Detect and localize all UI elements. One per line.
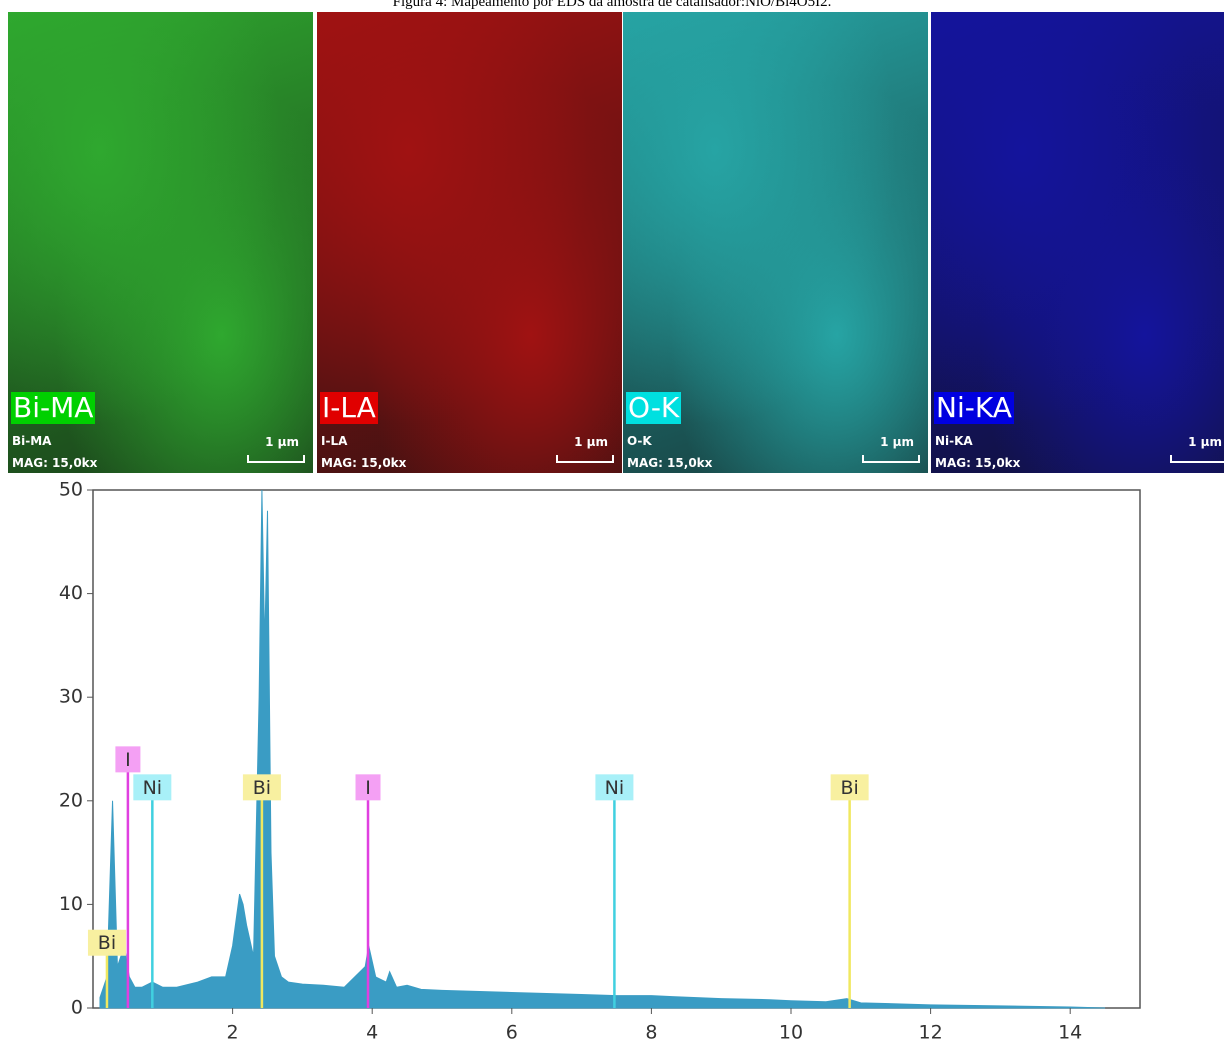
scale-bar: [1170, 455, 1224, 463]
peak-label-box: [595, 774, 634, 801]
peak-label-box: [115, 746, 141, 773]
y-tick-label: 50: [59, 479, 83, 501]
plot-frame: [92, 489, 1141, 1009]
x-tick-label: 4: [366, 1022, 378, 1043]
peak-label-box: [133, 774, 172, 801]
map-mag: MAG: 15,0kx: [627, 456, 713, 470]
peak-label: I: [365, 777, 371, 799]
peak-label: Bi: [253, 777, 271, 799]
eds-map: O-K O-K MAG: 15,0kx 1 µm: [623, 12, 928, 473]
peak-label: Ni: [143, 777, 163, 799]
peak-label: Bi: [98, 932, 116, 954]
y-tick-label: 40: [59, 582, 83, 604]
map-sublabel: Bi-MA: [12, 434, 52, 448]
eds-map: I-LA I-LA MAG: 15,0kx 1 µm: [317, 12, 622, 473]
caption: Figura 4: Mapeamento por EDS da amostra …: [392, 0, 832, 10]
x-tick-label: 2: [227, 1022, 239, 1043]
y-tick-label: 20: [59, 789, 83, 811]
map-scale: 1 µm: [265, 435, 299, 449]
peak-label: I: [125, 749, 131, 771]
map-sublabel: I-LA: [321, 434, 348, 448]
y-tick-label: 30: [59, 686, 83, 708]
peak-label-box: [355, 774, 381, 801]
peak-label: Bi: [840, 777, 858, 799]
scale-bar: [862, 455, 920, 463]
x-tick-label: 14: [1058, 1022, 1082, 1043]
peak-label: Ni: [605, 777, 625, 799]
y-tick-label: 10: [59, 893, 83, 915]
map-label: O-K: [626, 391, 682, 424]
peak-label-box: [242, 774, 281, 801]
peak-label-box: [830, 774, 869, 801]
x-tick-label: 10: [779, 1022, 803, 1043]
x-tick-label: 12: [919, 1022, 943, 1043]
peak-label-box: [87, 929, 126, 956]
x-tick-label: 6: [506, 1022, 518, 1043]
spectrum: [99, 489, 1106, 1009]
map-mag: MAG: 15,0kx: [321, 456, 407, 470]
scale-bar: [556, 455, 614, 463]
map-mag: MAG: 15,0kx: [12, 456, 98, 470]
map-mag: MAG: 15,0kx: [935, 456, 1021, 470]
map-label: I-LA: [320, 391, 378, 424]
map-sublabel: O-K: [627, 434, 652, 448]
eds-map: Bi-MA Bi-MA MAG: 15,0kx 1 µm: [8, 12, 313, 473]
map-scale: 1 µm: [1188, 435, 1222, 449]
y-tick-label: 0: [71, 997, 83, 1019]
x-tick-label: 8: [645, 1022, 657, 1043]
map-label: Ni-KA: [934, 391, 1014, 424]
scale-bar: [247, 455, 305, 463]
eds-map: Ni-KA Ni-KA MAG: 15,0kx 1 µm: [931, 12, 1224, 473]
map-scale: 1 µm: [574, 435, 608, 449]
map-scale: 1 µm: [880, 435, 914, 449]
map-sublabel: Ni-KA: [935, 434, 973, 448]
map-label: Bi-MA: [11, 391, 96, 424]
